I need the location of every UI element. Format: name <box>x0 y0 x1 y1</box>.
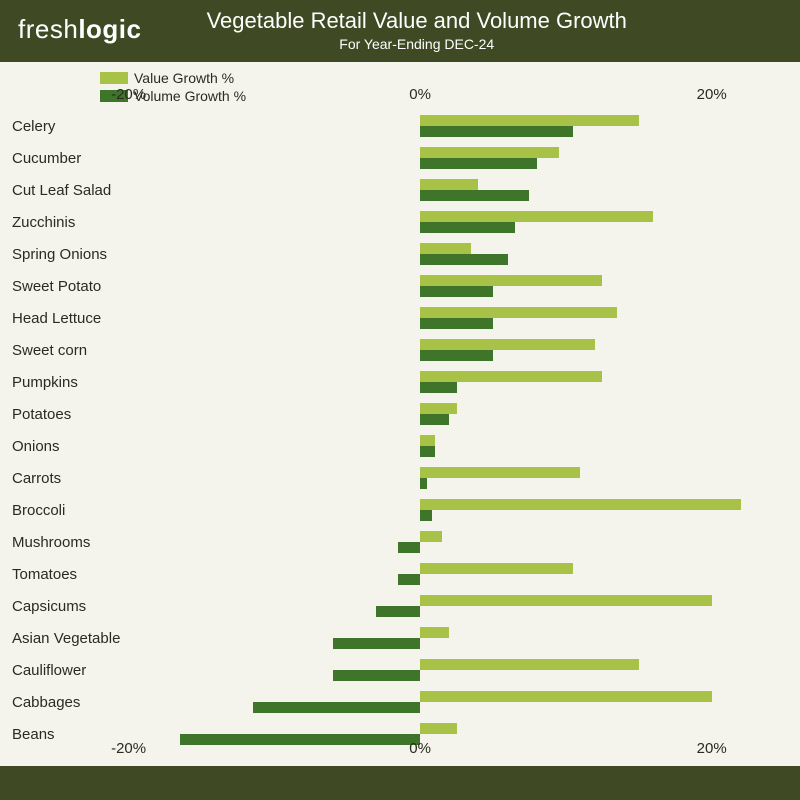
value-bar <box>420 563 573 574</box>
value-bar <box>420 307 617 318</box>
value-bar <box>420 243 471 254</box>
legend-item: Value Growth % <box>100 70 246 86</box>
volume-bar <box>420 158 537 169</box>
volume-bar <box>333 638 420 649</box>
value-bar <box>420 371 602 382</box>
table-row: Cucumber <box>12 142 770 174</box>
value-bar <box>420 403 456 414</box>
value-bar <box>420 723 456 734</box>
category-label: Asian Vegetable <box>12 622 162 654</box>
axis-tick-label: -20% <box>111 86 146 103</box>
axis-tick-label: 0% <box>409 86 431 103</box>
axis-top: -20% 0% 20% <box>0 86 800 106</box>
plot: CeleryCucumberCut Leaf SaladZucchinisSpr… <box>12 110 770 736</box>
table-row: Pumpkins <box>12 366 770 398</box>
table-row: Spring Onions <box>12 238 770 270</box>
value-bar <box>420 691 712 702</box>
legend-label: Value Growth % <box>134 70 234 86</box>
table-row: Celery <box>12 110 770 142</box>
volume-bar <box>420 222 515 233</box>
table-row: Potatoes <box>12 398 770 430</box>
page-subtitle: For Year-Ending DEC-24 <box>51 36 782 52</box>
value-bar <box>420 179 478 190</box>
table-row: Carrots <box>12 462 770 494</box>
chart-area: Value Growth %Volume Growth % -20%0%20% … <box>0 62 800 766</box>
axis-tick-label: 0% <box>409 740 431 757</box>
legend-swatch <box>100 72 128 84</box>
table-row: Zucchinis <box>12 206 770 238</box>
volume-bar <box>420 446 435 457</box>
category-label: Pumpkins <box>12 366 162 398</box>
volume-bar <box>333 670 420 681</box>
value-bar <box>420 147 558 158</box>
category-label: Cabbages <box>12 686 162 718</box>
category-label: Celery <box>12 110 162 142</box>
category-label: Potatoes <box>12 398 162 430</box>
table-row: Mushrooms <box>12 526 770 558</box>
category-label: Sweet Potato <box>12 270 162 302</box>
value-bar <box>420 211 653 222</box>
category-label: Head Lettuce <box>12 302 162 334</box>
value-bar <box>420 627 449 638</box>
volume-bar <box>398 574 420 585</box>
footer <box>0 766 800 800</box>
volume-bar <box>420 510 432 521</box>
page-title: Vegetable Retail Value and Volume Growth <box>51 8 782 34</box>
table-row: Capsicums <box>12 590 770 622</box>
category-label: Onions <box>12 430 162 462</box>
value-bar <box>420 499 741 510</box>
volume-bar <box>376 606 420 617</box>
value-bar <box>420 115 639 126</box>
axis-tick-label: 20% <box>697 86 727 103</box>
category-label: Broccoli <box>12 494 162 526</box>
table-row: Tomatoes <box>12 558 770 590</box>
value-bar <box>420 531 442 542</box>
chart-frame: freshlogic Vegetable Retail Value and Vo… <box>0 0 800 800</box>
axis-bottom: -20% 0% 20% <box>0 740 800 760</box>
value-bar <box>420 275 602 286</box>
category-label: Sweet corn <box>12 334 162 366</box>
category-label: Mushrooms <box>12 526 162 558</box>
category-label: Zucchinis <box>12 206 162 238</box>
volume-bar <box>420 382 456 393</box>
table-row: Sweet Potato <box>12 270 770 302</box>
table-row: Cut Leaf Salad <box>12 174 770 206</box>
category-label: Carrots <box>12 462 162 494</box>
volume-bar <box>420 254 507 265</box>
value-bar <box>420 339 595 350</box>
volume-bar <box>420 350 493 361</box>
volume-bar <box>420 126 573 137</box>
category-label: Cut Leaf Salad <box>12 174 162 206</box>
header: freshlogic Vegetable Retail Value and Vo… <box>0 0 800 62</box>
table-row: Broccoli <box>12 494 770 526</box>
category-label: Spring Onions <box>12 238 162 270</box>
category-label: Tomatoes <box>12 558 162 590</box>
value-bar <box>420 659 639 670</box>
volume-bar <box>420 478 427 489</box>
value-bar <box>420 467 580 478</box>
volume-bar <box>420 318 493 329</box>
category-label: Capsicums <box>12 590 162 622</box>
volume-bar <box>420 286 493 297</box>
value-bar <box>420 595 712 606</box>
category-label: Cauliflower <box>12 654 162 686</box>
axis-tick-label: 20% <box>697 740 727 757</box>
title-block: Vegetable Retail Value and Volume Growth… <box>51 8 782 52</box>
table-row: Onions <box>12 430 770 462</box>
volume-bar <box>420 190 529 201</box>
volume-bar <box>398 542 420 553</box>
table-row: Cauliflower <box>12 654 770 686</box>
value-bar <box>420 435 435 446</box>
axis-tick-label: -20% <box>111 740 146 757</box>
table-row: Cabbages <box>12 686 770 718</box>
table-row: Sweet corn <box>12 334 770 366</box>
category-label: Cucumber <box>12 142 162 174</box>
table-row: Head Lettuce <box>12 302 770 334</box>
volume-bar <box>420 414 449 425</box>
table-row: Asian Vegetable <box>12 622 770 654</box>
volume-bar <box>253 702 421 713</box>
